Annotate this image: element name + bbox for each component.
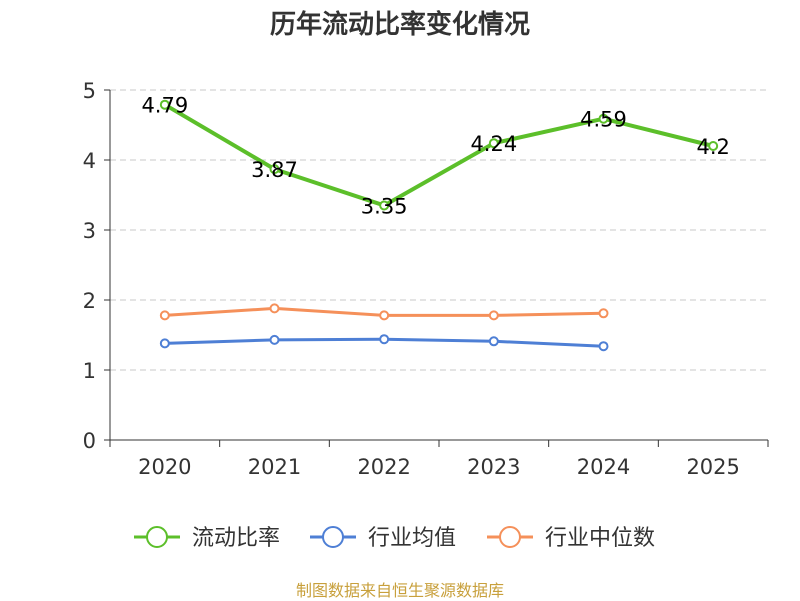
x-tick-label-2021: 2021 [248,455,301,479]
legend-item-1[interactable]: 行业均值 [310,526,456,551]
series-0-point-2025 [708,141,719,151]
series-1-point-2020 [159,338,170,349]
legend[interactable]: 流动比率 行业均值 行业中位数 [134,526,655,551]
data-label-2020: 4.79 [141,94,188,118]
x-tick-label-2025: 2025 [686,455,739,479]
y-tick-label-3: 3 [83,219,96,243]
data-label-2022: 3.35 [361,195,408,219]
series-2-point-2024 [598,308,609,319]
series-0-point-2021 [269,164,280,175]
series-0-point-2023 [488,138,499,149]
legend-item-2[interactable]: 行业中位数 [487,526,655,551]
legend-marker-0 [146,526,168,548]
legend-marker-2 [499,526,521,548]
x-tick-label-2020: 2020 [138,455,191,479]
y-tick-label-5: 5 [83,79,96,103]
x-tick-label-2024: 2024 [577,455,630,479]
data-labels: 4.79 3.87 3.35 4.24 4.59 4.2 [141,94,729,219]
legend-item-0[interactable]: 流动比率 [134,526,280,551]
chart-title: 历年流动比率变化情况 [270,9,530,40]
data-label-2023: 4.24 [470,132,517,156]
series-2-point-2021 [269,303,280,314]
axes: 0 1 2 3 4 5 2020 2021 2022 2023 2024 2025 [83,79,769,479]
y-tick-label-1: 1 [83,359,96,383]
series-0-point-2024 [598,113,609,124]
series-2-point-2022 [379,310,390,321]
legend-label-2: 行业中位数 [545,526,655,551]
data-label-2021: 3.87 [251,158,298,182]
y-tick-label-0: 0 [83,429,96,453]
series-1-point-2023 [488,336,499,347]
data-label-2025: 4.2 [696,135,729,159]
legend-label-1: 行业均值 [368,526,456,551]
x-tick-label-2022: 2022 [357,455,410,479]
legend-marker-1 [322,526,344,548]
series-line-0 [163,102,714,208]
data-label-2024: 4.59 [580,108,627,132]
series-0-point-2020 [159,99,170,110]
series-0-point-2022 [379,200,390,211]
series-1-point-2022 [379,334,390,345]
y-tick-label-2: 2 [83,289,96,313]
source-note: 制图数据来自恒生聚源数据库 [295,581,504,600]
series-2-point-2023 [488,310,499,321]
series-group [159,99,719,352]
legend-label-0: 流动比率 [192,526,280,551]
series-1-point-2021 [269,334,280,345]
series-1-point-2024 [598,341,609,352]
y-tick-label-4: 4 [83,149,96,173]
series-2-point-2020 [159,310,170,321]
x-tick-label-2023: 2023 [467,455,520,479]
